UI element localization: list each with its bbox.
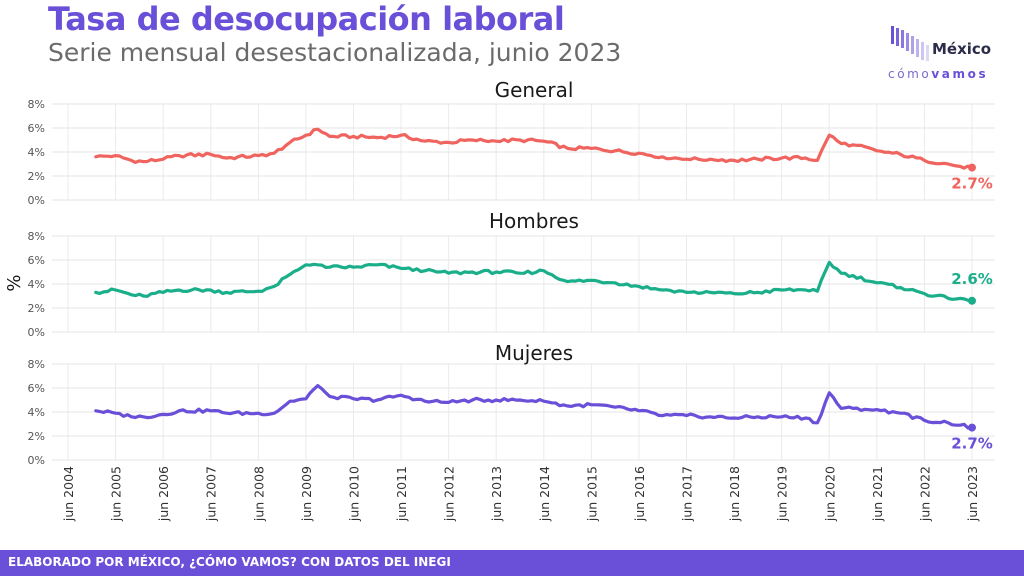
y-tick-label-hombres: 6% xyxy=(28,254,45,267)
y-axis-label: % xyxy=(4,274,25,291)
end-point-mujeres xyxy=(968,423,976,432)
unemployment-chart: % 0% 2% 4% 6% 8% General 2.7% 0% 2% 4% 6% 8% Hombres 2… xyxy=(4,78,995,522)
y-tick-label-mujeres: 6% xyxy=(28,382,45,395)
x-tick-label: jun 2019 xyxy=(775,466,790,522)
end-label-mujeres: 2.7% xyxy=(951,435,993,453)
y-tick-label-general: 6% xyxy=(28,122,45,135)
x-tick-label: jun 2006 xyxy=(156,466,171,522)
y-tick-label-hombres: 2% xyxy=(28,302,45,315)
x-tick-label: jun 2022 xyxy=(917,466,932,522)
series-line-general xyxy=(94,127,974,170)
x-tick-label: jun 2008 xyxy=(251,466,266,522)
series-line-hombres xyxy=(94,260,974,303)
x-tick-label: jun 2011 xyxy=(394,466,409,522)
x-tick-label: jun 2009 xyxy=(299,466,314,522)
footer-bar: ELABORADO POR MÉXICO, ¿CÓMO VAMOS? CON D… xyxy=(0,550,1024,576)
y-tick-label-general: 2% xyxy=(28,170,45,183)
series-line-mujeres xyxy=(94,384,974,430)
x-tick-label: jun 2013 xyxy=(489,466,504,522)
panel-title-mujeres: Mujeres xyxy=(495,341,573,365)
x-tick-label: jun 2005 xyxy=(109,466,124,522)
y-tick-label-hombres: 4% xyxy=(28,278,45,291)
logo-tagline-como: cómo xyxy=(888,67,932,81)
panel-title-hombres: Hombres xyxy=(489,209,579,233)
y-tick-label-general: 0% xyxy=(28,194,45,207)
end-label-hombres: 2.6% xyxy=(951,270,993,288)
x-tick-label: jun 2021 xyxy=(870,466,885,522)
y-tick-label-mujeres: 2% xyxy=(28,430,45,443)
end-label-general: 2.7% xyxy=(951,175,993,193)
y-tick-label-mujeres: 8% xyxy=(28,358,45,371)
y-tick-label-general: 4% xyxy=(28,146,45,159)
end-point-general xyxy=(968,163,976,172)
x-tick-label: jun 2017 xyxy=(680,466,695,522)
x-tick-label: jun 2012 xyxy=(442,466,457,522)
mexico-como-vamos-logo: México cómovamos xyxy=(888,22,1008,82)
chart-subtitle: Serie mensual desestacionalizada, junio … xyxy=(48,38,622,67)
logo-wordmark: México xyxy=(932,40,992,58)
x-tick-label: jun 2018 xyxy=(727,466,742,522)
x-tick-label: jun 2010 xyxy=(346,466,361,522)
logo-bars-icon xyxy=(891,26,929,61)
x-tick-label: jun 2015 xyxy=(584,466,599,522)
x-tick-label: jun 2020 xyxy=(822,466,837,522)
x-tick-label: jun 2023 xyxy=(965,466,980,522)
end-point-hombres xyxy=(968,296,976,305)
chart-title: Tasa de desocupación laboral xyxy=(48,0,565,38)
logo-tagline: cómovamos xyxy=(888,67,988,81)
x-tick-label: jun 2014 xyxy=(537,466,552,522)
x-tick-label: jun 2007 xyxy=(204,466,219,522)
x-tick-label: jun 2004 xyxy=(61,466,76,522)
y-tick-label-mujeres: 4% xyxy=(28,406,45,419)
y-tick-label-general: 8% xyxy=(28,98,45,111)
logo-tagline-vamos: vamos xyxy=(931,67,989,81)
y-tick-label-hombres: 0% xyxy=(28,326,45,339)
panel-title-general: General xyxy=(495,78,574,102)
footer-credit: ELABORADO POR MÉXICO, ¿CÓMO VAMOS? CON D… xyxy=(8,555,451,569)
x-tick-label: jun 2016 xyxy=(632,466,647,522)
y-tick-label-hombres: 8% xyxy=(28,230,45,243)
y-tick-label-mujeres: 0% xyxy=(28,454,45,467)
